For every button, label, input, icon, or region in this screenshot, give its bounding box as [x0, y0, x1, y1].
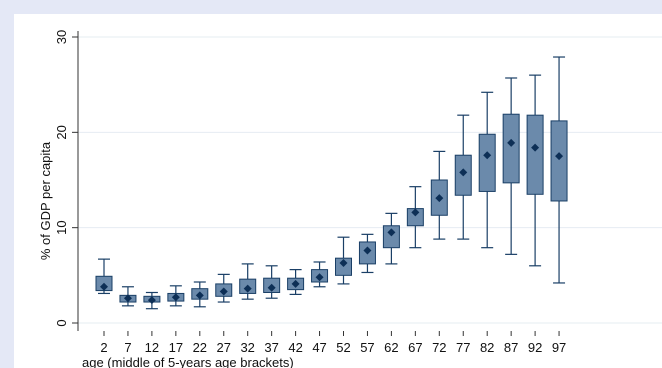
x-tick-label-17: 17: [169, 340, 183, 355]
box-67: [406, 186, 424, 249]
median-marker: [483, 151, 492, 160]
box-57: [358, 233, 376, 274]
x-axis-title: age (middle of 5-years age brackets): [82, 355, 294, 368]
box-7: [119, 286, 137, 307]
x-tick-label-57: 57: [360, 340, 374, 355]
median-marker: [195, 291, 204, 300]
x-tick-label-2: 2: [100, 340, 107, 355]
x-tick-label-27: 27: [217, 340, 231, 355]
box-77: [454, 114, 472, 240]
box-87: [502, 77, 520, 255]
median-marker: [100, 282, 108, 291]
chart-frame: 0 10 20 30 2 7 12 17 22 27 32 37 42 47 52 57 62 67 72 77 82 8…: [14, 14, 662, 368]
x-tick-label-52: 52: [336, 340, 350, 355]
median-marker: [363, 246, 372, 255]
x-tick-label-62: 62: [384, 340, 398, 355]
box-17: [167, 285, 185, 307]
box-iqr: [550, 120, 568, 202]
x-tick-label-32: 32: [240, 340, 254, 355]
median-marker: [339, 258, 348, 267]
x-tick-label-92: 92: [528, 340, 542, 355]
box-22: [191, 281, 209, 308]
x-tick-label-7: 7: [124, 340, 131, 355]
box-62: [382, 212, 400, 265]
median-marker: [123, 294, 132, 303]
box-92: [526, 74, 544, 267]
box-27: [215, 273, 233, 303]
median-marker: [291, 279, 300, 288]
median-marker: [243, 284, 252, 293]
y-axis-title: % of GDP per capita: [38, 141, 53, 260]
x-tick-label-22: 22: [193, 340, 207, 355]
box-12: [143, 291, 161, 310]
x-tick-label-77: 77: [456, 340, 470, 355]
box-2: [95, 258, 113, 295]
x-tick-label-72: 72: [432, 340, 446, 355]
median-marker: [315, 273, 324, 282]
median-marker: [555, 152, 564, 161]
y-tick-label-30: 30: [54, 30, 69, 44]
median-marker: [267, 283, 276, 292]
y-tick-label-10: 10: [54, 220, 69, 234]
x-tick-label-67: 67: [408, 340, 422, 355]
median-marker: [219, 287, 228, 296]
y-tick-label-20: 20: [54, 125, 69, 139]
median-marker: [507, 138, 516, 147]
gridlines: [78, 36, 662, 324]
box-47: [311, 261, 329, 288]
median-marker: [435, 194, 444, 203]
box-52: [335, 236, 352, 285]
x-tick-label-37: 37: [264, 340, 278, 355]
x-tick-label-12: 12: [145, 340, 159, 355]
x-tick-label-87: 87: [504, 340, 518, 355]
box-97: [550, 56, 568, 284]
box-iqr: [478, 133, 496, 192]
median-marker: [411, 208, 420, 217]
y-tick-label-0: 0: [54, 319, 69, 326]
box-iqr: [502, 113, 520, 184]
x-tick-label-47: 47: [312, 340, 326, 355]
axes: [72, 31, 560, 336]
median-marker: [171, 293, 180, 302]
box-37: [263, 265, 281, 299]
box-82: [478, 91, 496, 249]
median-marker: [459, 168, 468, 177]
box-72: [430, 150, 448, 240]
box-iqr: [526, 114, 544, 195]
box-iqr: [382, 225, 400, 249]
median-marker: [531, 143, 540, 152]
median-marker: [387, 228, 396, 237]
x-tick-label-97: 97: [552, 340, 566, 355]
boxes: [95, 56, 568, 310]
x-tick-label-42: 42: [288, 340, 302, 355]
median-marker: [147, 296, 156, 305]
x-tick-label-82: 82: [480, 340, 494, 355]
box-32: [239, 263, 257, 300]
box-42: [287, 269, 305, 295]
